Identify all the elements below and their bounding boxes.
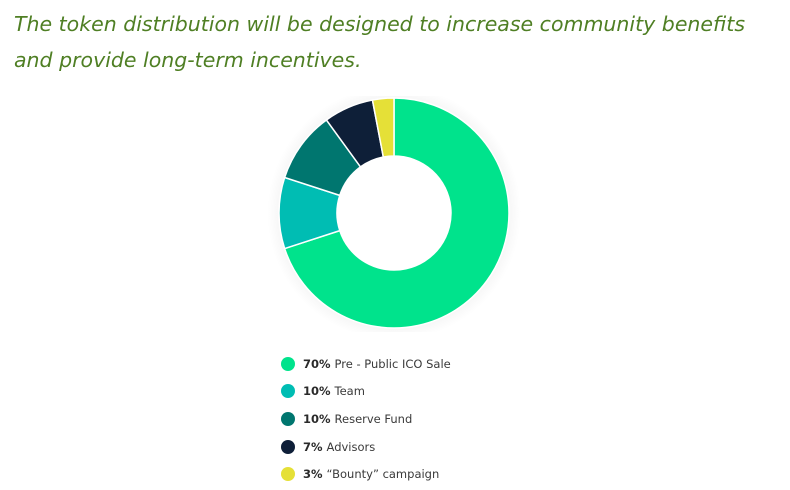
chart-legend: 70% Pre - Public ICO Sale 10% Team 10% Reserv… [281,350,451,488]
legend-color-dot [281,467,295,482]
legend-text: 70% Pre - Public ICO Sale [303,357,451,371]
legend-label: Team [334,384,365,399]
legend-color-dot [281,384,295,399]
legend-item: 7% Advisors [281,433,451,461]
legend-color-dot [281,439,295,454]
legend-percent: 70% [303,356,331,371]
legend-label: Pre - Public ICO Sale [334,356,451,371]
legend-percent: 7% [303,439,323,454]
legend-item: 10% Team [281,378,451,406]
donut-chart [245,96,535,332]
legend-label: “Bounty” campaign [326,467,440,482]
legend-text: 3% “Bounty” campaign [303,467,439,481]
legend-percent: 10% [303,384,331,399]
legend-color-dot [281,356,295,371]
legend-item: 70% Pre - Public ICO Sale [281,350,451,378]
legend-color-dot [281,411,295,426]
donut-hole [337,156,451,270]
legend-label: Advisors [326,439,376,454]
legend-item: 10% Reserve Fund [281,405,451,433]
donut-chart-svg [267,96,521,332]
legend-text: 10% Team [303,384,365,398]
legend-percent: 3% [303,467,323,482]
legend-label: Reserve Fund [334,411,413,426]
legend-text: 10% Reserve Fund [303,412,412,426]
legend-text: 7% Advisors [303,440,375,454]
slices-group [278,97,510,329]
legend-item: 3% “Bounty” campaign [281,460,451,488]
legend-percent: 10% [303,411,331,426]
heading: The token distribution will be designed … [14,12,745,72]
